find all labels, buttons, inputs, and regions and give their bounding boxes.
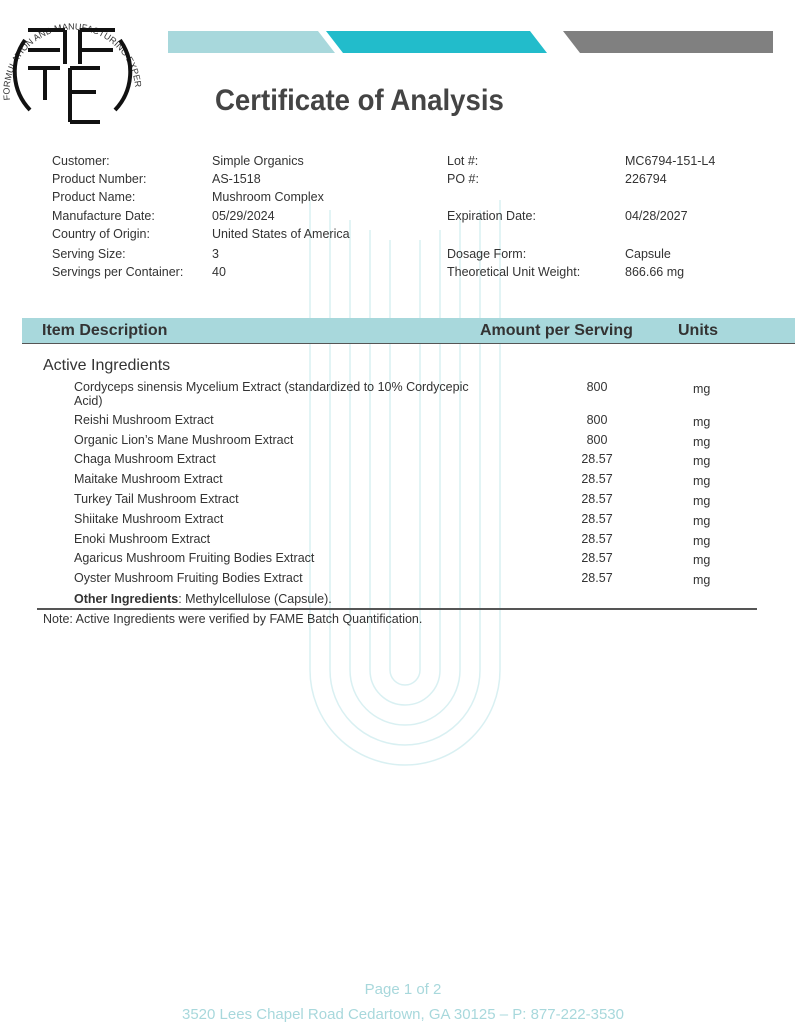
ingredient-amount: 28.57: [581, 511, 613, 526]
other-value: : Methylcellulose (Capsule).: [178, 592, 332, 606]
ingredient-amount: 800: [586, 380, 608, 394]
ingredient-amount: 28.57: [581, 452, 613, 467]
table-bottom-rule: [37, 608, 757, 610]
info-value: MC6794-151-L4: [625, 154, 716, 168]
page-title: Certificate of Analysis: [215, 84, 504, 117]
note: Note: Active Ingredients were verified b…: [43, 612, 423, 626]
ingredient-name: Shiitake Mushroom Extract: [74, 511, 224, 526]
ingredient-amount: 28.57: [581, 472, 613, 487]
info-value: United States of America: [212, 227, 350, 241]
header-amount: Amount per Serving: [480, 322, 633, 339]
ingredient-name-cont: Acid): [74, 394, 103, 408]
fame-logo: FORMULATION AND MANUFACTURING EXPERTS: [0, 0, 143, 124]
info-label: Manufacture Date:: [52, 209, 155, 223]
info-label: PO #:: [447, 172, 479, 186]
ingredient-unit: mg: [693, 454, 711, 469]
info-value: 04/28/2027: [625, 209, 688, 223]
ingredient-unit: mg: [693, 494, 711, 508]
page-number: Page 1 of 2: [364, 981, 442, 998]
ingredient-name: Enoki Mushroom Extract: [74, 531, 211, 546]
ingredient-name: Chaga Mushroom Extract: [74, 452, 216, 467]
info-value: 40: [212, 265, 226, 279]
ingredient-amount: 800: [586, 432, 608, 447]
info-label: Country of Origin:: [52, 227, 150, 241]
ingredient-unit: mg: [693, 414, 711, 429]
ingredient-name: Reishi Mushroom Extract: [74, 412, 214, 427]
info-value: Simple Organics: [212, 154, 304, 168]
other-ingredients: Other Ingredients: Methylcellulose (Caps…: [74, 592, 332, 606]
ingredient-name: Turkey Tail Mushroom Extract: [74, 492, 239, 506]
ingredient-unit: mg: [693, 382, 711, 396]
ingredient-amount: 28.57: [581, 571, 613, 586]
ingredient-name: Maitake Mushroom Extract: [74, 472, 223, 487]
ingredient-unit: mg: [693, 533, 711, 548]
ingredient-unit: mg: [693, 434, 711, 449]
section-active-ingredients: Active Ingredients: [43, 357, 171, 374]
info-value: 3: [212, 247, 219, 261]
info-value: 866.66 mg: [625, 265, 685, 279]
ingredient-amount: 28.57: [581, 551, 613, 566]
info-label: Product Number:: [52, 172, 147, 186]
ingredient-unit: mg: [693, 573, 711, 588]
header-bars: [168, 31, 773, 53]
other-label: Other Ingredients: [74, 592, 179, 606]
info-label: Dosage Form:: [447, 247, 527, 261]
info-value: 226794: [625, 172, 667, 186]
ingredient-amount: 28.57: [581, 492, 613, 506]
ingredient-name: Oyster Mushroom Fruiting Bodies Extract: [74, 571, 303, 586]
ingredient-name: Organic Lion’s Mane Mushroom Extract: [74, 432, 294, 447]
ingredient-unit: mg: [693, 513, 711, 528]
ingredient-name: Cordyceps sinensis Mycelium Extract (sta…: [74, 380, 469, 394]
ingredient-amount: 28.57: [581, 531, 613, 546]
info-value: Capsule: [625, 247, 671, 261]
info-label: Expiration Date:: [447, 209, 536, 223]
footer-address: 3520 Lees Chapel Road Cedartown, GA 3012…: [182, 1006, 624, 1023]
info-label: Theoretical Unit Weight:: [447, 265, 581, 279]
ingredient-unit: mg: [693, 474, 711, 489]
info-label: Product Name:: [52, 190, 136, 204]
ingredient-amount: 800: [586, 412, 608, 427]
info-label: Customer:: [52, 154, 110, 168]
info-value: Mushroom Complex: [212, 190, 324, 204]
table-header: Item Description Amount per Serving Unit…: [22, 318, 795, 344]
header-item-description: Item Description: [42, 322, 168, 339]
watermark: [309, 200, 501, 766]
info-label: Lot #:: [447, 154, 479, 168]
ingredient-name: Agaricus Mushroom Fruiting Bodies Extrac…: [74, 551, 315, 566]
info-value: 05/29/2024: [212, 209, 275, 223]
ingredient-unit: mg: [693, 553, 711, 568]
info-value: AS-1518: [212, 172, 261, 186]
info-label: Servings per Container:: [52, 265, 184, 279]
info-label: Serving Size:: [52, 247, 126, 261]
header-units: Units: [678, 322, 718, 339]
